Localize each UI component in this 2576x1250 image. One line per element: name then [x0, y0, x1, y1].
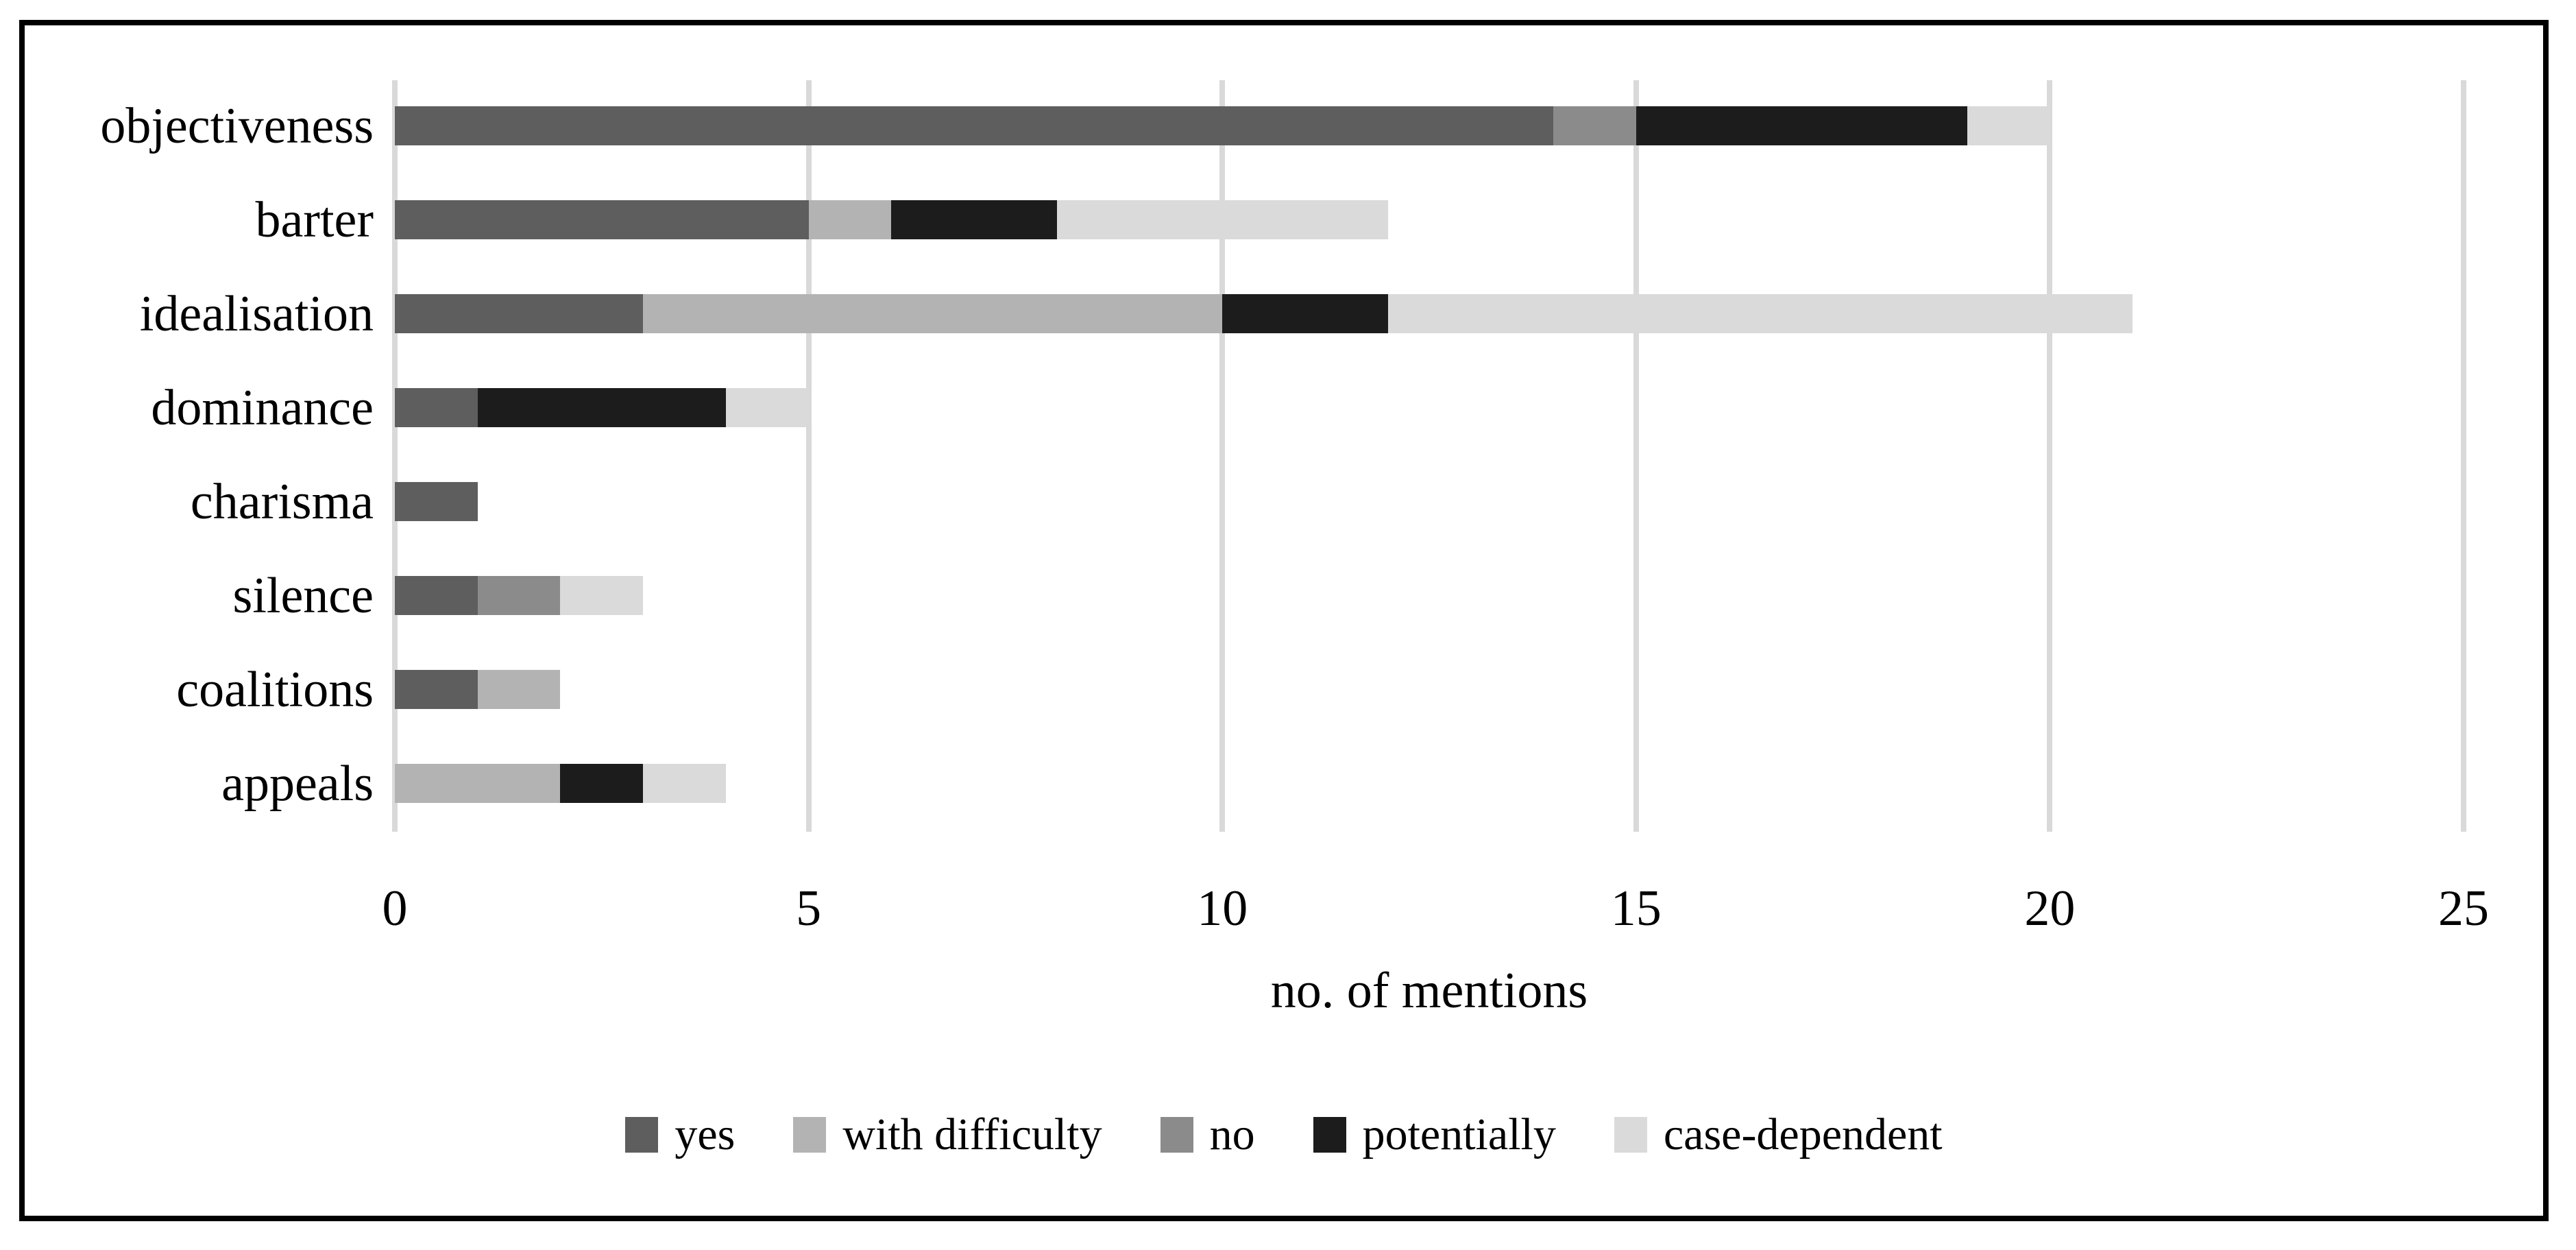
bar-segment-dominance-potentially [477, 388, 726, 427]
legend-item-with-difficulty: with difficulty [793, 1112, 1102, 1157]
legend-item-potentially: potentially [1313, 1112, 1556, 1157]
bar-row-appeals [395, 764, 726, 803]
x-tick-label-0: 0 [382, 880, 408, 937]
gridline-x-5 [805, 80, 812, 832]
bar-segment-appeals-case-dependent [643, 764, 726, 803]
legend-label: no [1209, 1109, 1255, 1159]
bar-segment-dominance-case-dependent [725, 388, 809, 427]
bar-segment-idealisation-case-dependent [1387, 294, 2133, 333]
bar-segment-objectiveness-potentially [1636, 106, 1967, 145]
bar-row-barter [395, 200, 1388, 239]
bar-segment-coalitions-yes [395, 670, 478, 709]
legend-swatch-icon [625, 1117, 659, 1153]
gridline-x-10 [1219, 80, 1226, 832]
x-tick-label-5: 5 [796, 880, 822, 937]
legend: yes with difficulty no potentially case-depe… [19, 1112, 2549, 1157]
x-tick-label-15: 15 [1610, 880, 1662, 937]
gridline-x-20 [2047, 80, 2053, 832]
bar-row-coalitions [395, 670, 561, 709]
x-tick-label-25: 25 [2438, 880, 2489, 937]
bar-row-objectiveness [395, 106, 2050, 145]
bar-segment-appeals-potentially [560, 764, 644, 803]
bar-segment-objectiveness-no [1553, 106, 1636, 145]
bar-segment-idealisation-with-difficulty [643, 294, 1223, 333]
bar-segment-barter-potentially [891, 200, 1057, 239]
legend-swatch-icon [793, 1117, 827, 1153]
bar-row-idealisation [395, 294, 2133, 333]
legend-item-yes: yes [625, 1112, 735, 1157]
bar-segment-barter-case-dependent [1056, 200, 1388, 239]
x-axis-title: no. of mentions [1270, 963, 1588, 1019]
bar-segment-barter-yes [395, 200, 809, 239]
legend-swatch-icon [1614, 1117, 1647, 1153]
category-label-objectiveness: objectiveness [100, 97, 374, 154]
legend-swatch-icon [1160, 1117, 1193, 1153]
bar-segment-idealisation-potentially [1222, 294, 1388, 333]
bar-segment-barter-with-difficulty [808, 200, 892, 239]
bar-segment-silence-case-dependent [560, 576, 644, 615]
gridline-x-15 [1633, 80, 1639, 832]
category-label-charisma: charisma [190, 473, 374, 530]
bar-segment-silence-no [477, 576, 561, 615]
legend-label: yes [675, 1109, 736, 1159]
x-tick-label-20: 20 [2024, 880, 2076, 937]
category-label-dominance: dominance [151, 379, 374, 436]
bar-row-silence [395, 576, 644, 615]
category-label-silence: silence [232, 567, 374, 624]
bar-segment-objectiveness-case-dependent [1967, 106, 2050, 145]
legend-label: potentially [1362, 1109, 1556, 1159]
bar-row-dominance [395, 388, 809, 427]
bar-segment-appeals-with-difficulty [395, 764, 561, 803]
bar-segment-idealisation-yes [395, 294, 644, 333]
bar-segment-dominance-yes [395, 388, 478, 427]
legend-swatch-icon [1313, 1117, 1346, 1153]
legend-label: case-dependent [1663, 1109, 1943, 1159]
category-label-idealisation: idealisation [139, 285, 374, 342]
legend-label: with difficulty [842, 1109, 1102, 1159]
category-label-appeals: appeals [221, 755, 374, 812]
bar-segment-charisma-yes [395, 482, 478, 521]
category-label-coalitions: coalitions [176, 661, 374, 718]
x-tick-label-10: 10 [1197, 880, 1248, 937]
bar-segment-silence-yes [395, 576, 478, 615]
category-label-barter: barter [255, 191, 374, 248]
legend-item-case-dependent: case-dependent [1614, 1112, 1943, 1157]
legend-item-no: no [1160, 1109, 1255, 1159]
bar-segment-coalitions-with-difficulty [477, 670, 561, 709]
gridline-x-25 [2461, 80, 2466, 832]
bar-row-charisma [395, 482, 478, 521]
bar-segment-objectiveness-yes [395, 106, 1554, 145]
gridline-x-0 [392, 80, 398, 832]
